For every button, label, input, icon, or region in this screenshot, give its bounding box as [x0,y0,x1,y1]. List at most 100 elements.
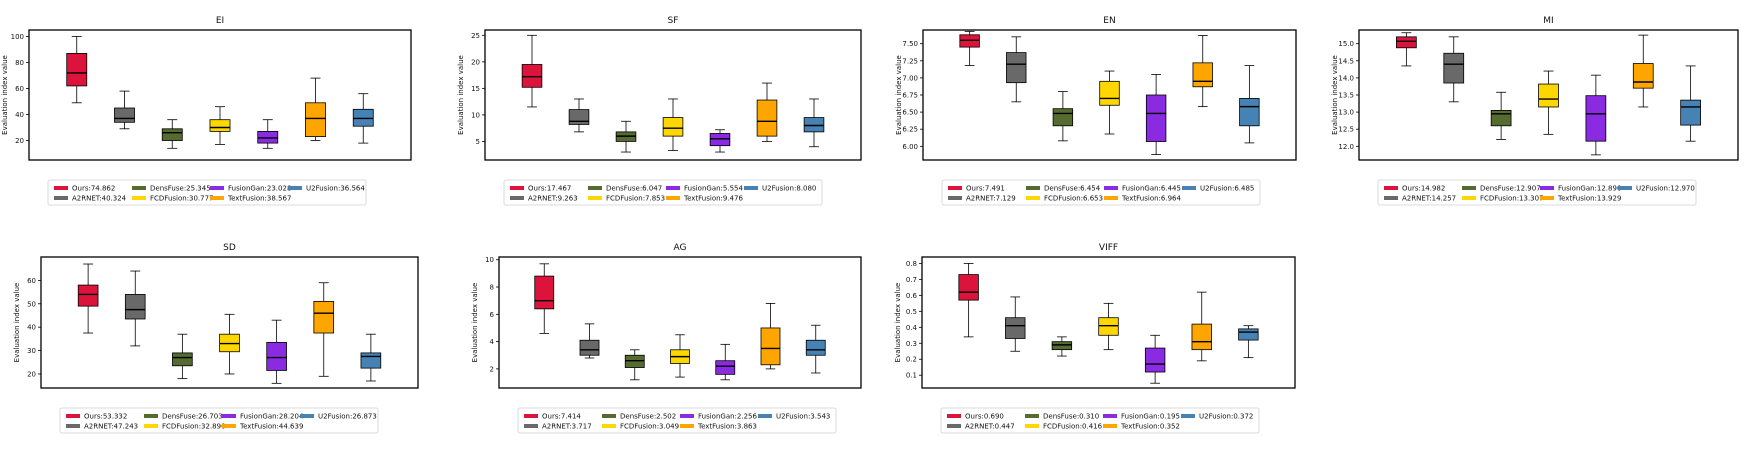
legend-entry-u2fusion: U2Fusion:26.873 [318,413,377,421]
plot-frame [498,256,862,389]
chart-title: SF [668,16,679,26]
box-fcdfusion [219,313,240,375]
legend-entry-ours: Ours:53.332 [84,413,127,421]
legend: Ours:7.491 A2RNET:7.129 DensFuse:6.454 FCDF… [941,179,1261,206]
chart-title: AG [674,243,687,253]
chart-title: MI [1543,16,1553,26]
y-tick-label: 5 [476,138,480,146]
iqr-box [1238,328,1259,341]
y-tick-label: 7.50 [902,40,918,48]
y-tick-label: 50 [27,300,36,308]
y-tick-label: 0.6 [906,292,918,300]
y-tick-label: 15 [471,85,480,93]
plot-frame [28,29,412,161]
box-ours [77,263,99,334]
plot-frame [921,256,1296,389]
legend-frame [47,179,367,206]
y-tick-label: 6.25 [902,126,918,134]
box-a2rnet [568,98,590,133]
box-ours [958,262,979,338]
iqr-box [1443,52,1465,84]
plot-frame [484,29,862,161]
y-tick-label: 100 [11,33,24,41]
box-u2fusion [805,324,826,374]
legend-entry-fcdfusion: FCDFusion:0.416 [1043,423,1103,431]
legend-entry-u2fusion: U2Fusion:3.543 [776,413,830,421]
y-tick-label: 10 [471,111,480,119]
legend-entry-u2fusion: U2Fusion:36.564 [306,185,365,193]
legend: Ours:14.982 A2RNET:14.257 DensFuse:12.907 F… [1377,179,1697,206]
iqr-box [1239,98,1260,127]
y-tick-label: 0.1 [906,372,917,380]
y-tick-label: 0.7 [906,276,917,284]
legend-entry-textfusion: TextFusion:38.567 [227,195,291,203]
legend-entry-fcdfusion: FCDFusion:30.777 [150,195,214,203]
box-u2fusion [360,333,382,382]
chart-title: EI [216,16,224,26]
box-a2rnet [1006,36,1027,103]
y-tick-label: 0.3 [906,340,917,348]
box-densfuse [615,120,637,153]
box-textfusion [1632,34,1654,108]
y-tick-label: 6.00 [902,143,918,151]
legend-entry-textfusion: TextFusion:3.863 [697,423,757,431]
box-a2rnet [114,90,135,130]
iqr-box [1538,83,1559,108]
iqr-box [313,301,335,334]
iqr-box [209,119,231,132]
legend-entry-textfusion: TextFusion:44.639 [239,423,303,431]
box-fusiongan [715,343,736,381]
legend-entry-ours: Ours:14.982 [1402,185,1445,193]
iqr-box [66,53,88,87]
plot-frame [922,29,1297,161]
y-tick-label: 6.50 [902,109,918,117]
legend-entry-densfuse: DensFuse:26.703 [162,413,223,421]
box-densfuse [624,349,645,381]
legend-frame [59,407,379,434]
legend: Ours:7.414 A2RNET:3.717 DensFuse:2.502 FCDF… [517,407,837,434]
legend-entry-textfusion: TextFusion:6.964 [1121,195,1181,203]
iqr-box [360,352,382,369]
legend-entry-ours: Ours:74.862 [72,185,115,193]
y-tick-label: 7.25 [902,57,918,65]
box-ours [1396,32,1417,67]
iqr-box [1145,94,1167,142]
chart-title: EN [1103,16,1115,26]
box-ours [534,263,555,334]
iqr-box [803,117,825,133]
box-u2fusion [1680,65,1701,142]
box-textfusion [313,282,335,377]
box-textfusion [1191,291,1212,362]
box-textfusion [760,302,781,370]
y-tick-label: 30 [27,347,36,355]
legend-frame [517,407,837,434]
y-axis-label: Evaluation index value [471,283,479,363]
box-u2fusion [1238,325,1259,359]
panel-sf: SF Evaluation index value 5 10 15 20 25 Ours:17… [457,16,862,206]
legend-entry-textfusion: TextFusion:9.476 [683,195,743,203]
box-ours [959,30,980,66]
box-densfuse [161,119,183,149]
y-tick-label: 2 [490,365,494,373]
legend: Ours:74.862 A2RNET:40.324 DensFuse:25.345 F… [47,179,367,206]
legend-entry-fcdfusion: FCDFusion:13.307 [1480,195,1544,203]
box-densfuse [1490,91,1512,140]
box-ours [521,34,543,108]
box-fusiongan [257,119,279,149]
box-fcdfusion [670,334,690,378]
box-densfuse [1051,336,1073,357]
iqr-box [1396,36,1417,49]
y-axis-label: Evaluation index value [894,283,902,363]
legend-entry-fusiongan: FusionGan:5.554 [684,185,743,193]
legend-frame [1377,179,1697,206]
y-tick-label: 12.0 [1338,143,1354,151]
iqr-box [662,117,684,137]
iqr-box [1052,108,1074,127]
iqr-box [1632,63,1654,89]
box-textfusion [756,82,778,142]
y-tick-label: 6 [490,311,495,319]
iqr-box [1051,341,1073,351]
box-u2fusion [1239,65,1260,144]
box-a2rnet [1443,36,1465,103]
panel-mi: MI Evaluation index value 12.0 12.5 13.0 13.5… [1331,16,1739,206]
